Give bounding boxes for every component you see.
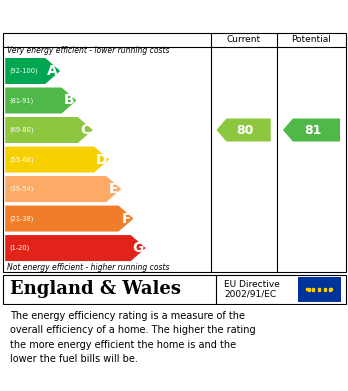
Text: Not energy efficient - higher running costs: Not energy efficient - higher running co… (7, 263, 169, 272)
Text: 80: 80 (236, 124, 254, 136)
Text: A: A (47, 64, 58, 78)
Polygon shape (216, 118, 271, 142)
Text: G: G (133, 241, 144, 255)
Text: (92-100): (92-100) (9, 68, 38, 74)
Text: D: D (96, 152, 107, 167)
Polygon shape (5, 58, 60, 84)
Text: The energy efficiency rating is a measure of the
overall efficiency of a home. T: The energy efficiency rating is a measur… (10, 311, 256, 364)
Text: E: E (109, 182, 119, 196)
Polygon shape (5, 176, 121, 202)
Polygon shape (5, 117, 93, 143)
Text: Energy Efficiency Rating: Energy Efficiency Rating (9, 9, 219, 23)
Text: (21-38): (21-38) (9, 215, 34, 222)
Polygon shape (283, 118, 340, 142)
Text: Potential: Potential (292, 35, 331, 44)
Polygon shape (5, 206, 134, 231)
Text: (81-91): (81-91) (9, 97, 34, 104)
Text: (1-20): (1-20) (9, 245, 30, 251)
Text: (39-54): (39-54) (9, 186, 34, 192)
Text: Very energy efficient - lower running costs: Very energy efficient - lower running co… (7, 47, 169, 56)
Text: (69-80): (69-80) (9, 127, 34, 133)
Text: B: B (64, 93, 74, 108)
Text: 2002/91/EC: 2002/91/EC (224, 289, 277, 299)
Text: (55-68): (55-68) (9, 156, 34, 163)
Text: F: F (121, 212, 131, 226)
Text: EU Directive: EU Directive (224, 280, 280, 289)
Text: C: C (80, 123, 90, 137)
Polygon shape (5, 147, 109, 172)
Text: Current: Current (227, 35, 261, 44)
Polygon shape (5, 88, 77, 113)
Text: England & Wales: England & Wales (10, 280, 181, 298)
Text: 81: 81 (304, 124, 322, 136)
Bar (298, 277, 341, 302)
Polygon shape (5, 235, 146, 261)
